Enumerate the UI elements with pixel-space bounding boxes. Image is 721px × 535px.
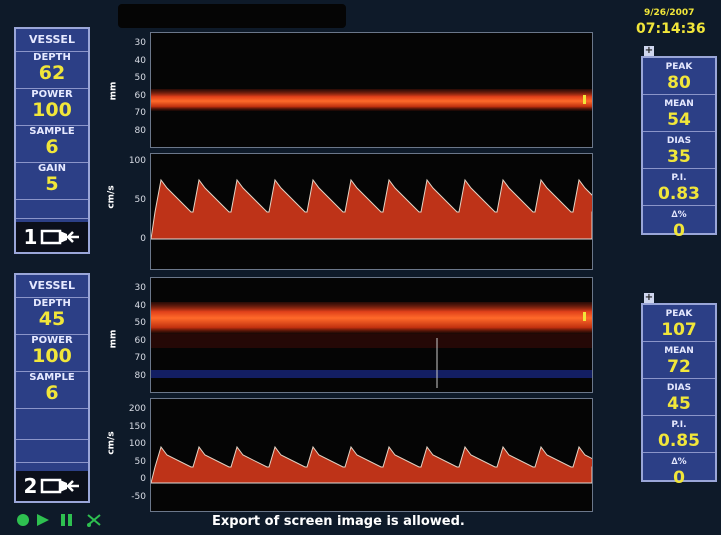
axis-tick-label: 30 [134,283,146,293]
axis-tick-label: 30 [134,38,146,48]
channel-2-settings-panel: VESSEL DEPTH 45 POWER 100 SAMPLE 6 2 [14,273,90,503]
axis-tick-label: 50 [134,456,146,467]
axis-tick-label: 80 [134,126,146,136]
dias-stat: DIAS 45 [643,379,715,416]
vessel-label[interactable]: VESSEL [16,275,88,298]
spectrum-display-1 [150,153,593,270]
depth-setting[interactable]: DEPTH 62 [16,52,88,89]
axis-tick-label: 150 [128,421,146,432]
spectrum-1-waveform [151,178,592,240]
axis-tick-label: 40 [134,55,146,66]
export-notice: Export of screen image is allowed. [212,514,465,529]
axis-tick-label: 100 [128,439,146,450]
channel-1-settings-panel: VESSEL DEPTH 62 POWER 100 SAMPLE 6 GAIN … [14,27,90,254]
play-icon [37,514,49,526]
expand-plus-icon[interactable]: + [644,292,654,303]
axis-tick-label: 50 [134,195,146,205]
mmode-display-1 [150,32,593,148]
dias-stat: DIAS 35 [643,132,715,169]
cut-button[interactable] [86,512,102,531]
pi-stat: P.I. 0.85 [643,416,715,453]
mmode-2-trace [151,302,592,388]
channel-2-stats-panel: PEAK 107 MEAN 72 DIAS 45 P.I. 0.85 ∆% 0 [641,303,717,487]
empty-slot [16,409,88,440]
time-readout: 07:14:36 [636,21,706,37]
delta-stat: ∆% 0 [671,457,687,488]
pause-button[interactable] [60,512,74,531]
spectrum-2-unit: cm/s [106,431,117,455]
sample-setting[interactable]: SAMPLE 6 [16,372,88,409]
peak-stat: PEAK 107 [643,305,715,342]
axis-tick-label: 0 [140,474,146,485]
axis-tick-label: 0 [140,234,146,244]
channel-1-stats-panel: PEAK 80 MEAN 54 DIAS 35 P.I. 0.83 ∆% 0 [641,56,717,240]
gate-marker [583,312,586,321]
probe-1-indicator[interactable]: 1 [16,222,88,252]
axis-tick-label: 70 [134,353,146,364]
axis-tick-label: 60 [134,90,146,101]
pause-icon [61,514,72,526]
mean-stat: MEAN 54 [643,95,715,132]
play-button[interactable] [36,512,50,531]
axis-tick-label: 100 [128,156,146,166]
record-button[interactable] [16,512,30,531]
axis-tick-label: 200 [128,404,146,414]
axis-tick-label: 60 [134,335,146,346]
axis-tick-label: 80 [134,371,146,381]
power-setting[interactable]: POWER 100 [16,335,88,372]
depth-setting[interactable]: DEPTH 45 [16,298,88,335]
date-readout: 9/26/2007 [644,8,695,18]
spectrum-2-waveform [151,445,592,484]
mmode-1-trace [151,89,592,111]
probe-2-indicator[interactable]: 2 [16,471,88,501]
axis-tick-label: 40 [134,300,146,311]
empty-slot [16,200,88,219]
delta-stat: ∆% 0 [671,210,687,241]
empty-slot [16,440,88,463]
spectrum-display-2 [150,398,593,512]
axis-tick-label: -50 [131,492,146,502]
axis-tick-label: 70 [134,108,146,119]
mmode-2-unit: mm [108,329,119,349]
probe-icon [41,229,80,245]
redacted-header-bar [118,4,346,28]
mmode-1-unit: mm [108,81,119,101]
scissors-icon [87,514,101,527]
expand-plus-icon[interactable]: + [644,45,654,56]
mmode-display-2 [150,277,593,393]
peak-stat: PEAK 80 [643,58,715,95]
pi-stat: P.I. 0.83 [643,169,715,206]
axis-tick-label: 50 [134,73,146,84]
spectrum-1-unit: cm/s [106,185,117,209]
gain-setting[interactable]: GAIN 5 [16,163,88,200]
mean-stat: MEAN 72 [643,342,715,379]
vessel-label[interactable]: VESSEL [16,29,88,52]
axis-tick-label: 50 [134,318,146,329]
sample-setting[interactable]: SAMPLE 6 [16,126,88,163]
record-icon [17,514,29,526]
gate-marker [583,95,586,104]
power-setting[interactable]: POWER 100 [16,89,88,126]
probe-icon [41,478,80,494]
